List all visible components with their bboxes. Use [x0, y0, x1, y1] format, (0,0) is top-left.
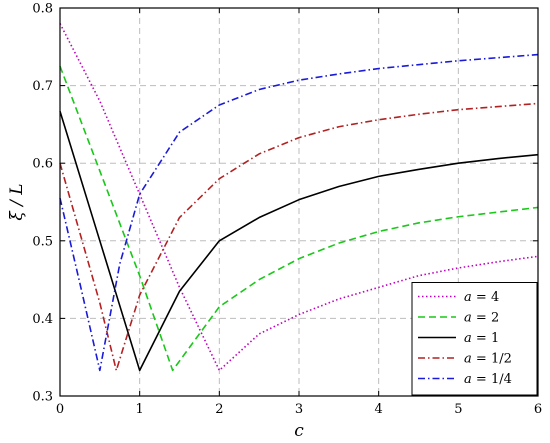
- series-line-3: [59, 102, 539, 372]
- x-tick-label: 6: [534, 402, 542, 417]
- series-line-0: [59, 23, 539, 372]
- legend-value: 1/2: [491, 352, 512, 367]
- y-tick-label: 0.3: [32, 390, 53, 405]
- x-tick-label: 0: [56, 402, 64, 417]
- grid: [60, 8, 538, 396]
- y-axis-label: ξ / L: [7, 183, 27, 220]
- legend-equals: =: [472, 331, 491, 346]
- legend-label-0: a = 4: [464, 290, 499, 305]
- x-tick-label: 1: [136, 402, 144, 417]
- legend-label-3: a = 1/2: [464, 352, 512, 367]
- legend-label-4: a = 1/4: [464, 372, 512, 387]
- axis-labels: c ξ / L: [7, 183, 304, 441]
- ticks: 0 1 2 3 4 5 6 0.3 0.4 0.5 0.6 0.7 0.8: [32, 2, 542, 418]
- legend-value: 4: [491, 290, 499, 305]
- legend-equals: =: [472, 311, 491, 326]
- x-tick-label: 5: [454, 402, 462, 417]
- legend-var: a: [464, 352, 472, 367]
- legend-equals: =: [472, 352, 491, 367]
- y-tick-label: 0.4: [32, 312, 53, 327]
- x-tick-label: 2: [215, 402, 223, 417]
- y-tick-label: 0.7: [32, 79, 53, 94]
- y-tick-label: 0.6: [32, 157, 53, 172]
- legend-var: a: [464, 372, 472, 387]
- legend-value: 1/4: [491, 372, 512, 387]
- series-line-4: [59, 53, 539, 372]
- series-line-2: [59, 110, 539, 372]
- series-line-1: [59, 65, 539, 372]
- legend-label-1: a = 2: [464, 311, 499, 326]
- y-tick-label: 0.5: [32, 234, 53, 249]
- legend-value: 2: [491, 311, 499, 326]
- series-lines: [59, 23, 539, 372]
- legend-box: [411, 282, 538, 396]
- legend-var: a: [464, 311, 472, 326]
- legend-var: a: [464, 331, 472, 346]
- x-tick-label: 3: [295, 402, 303, 417]
- y-tick-label: 0.8: [32, 2, 53, 17]
- x-axis-label: c: [294, 421, 304, 441]
- legend-label-2: a = 1: [464, 331, 499, 346]
- legend-value: 1: [491, 331, 499, 346]
- legend-equals: =: [472, 372, 491, 387]
- x-tick-label: 4: [375, 402, 383, 417]
- legend-var: a: [464, 290, 472, 305]
- legend-equals: =: [472, 290, 491, 305]
- legend: a = 4a = 2a = 1a = 1/2a = 1/4: [411, 282, 538, 396]
